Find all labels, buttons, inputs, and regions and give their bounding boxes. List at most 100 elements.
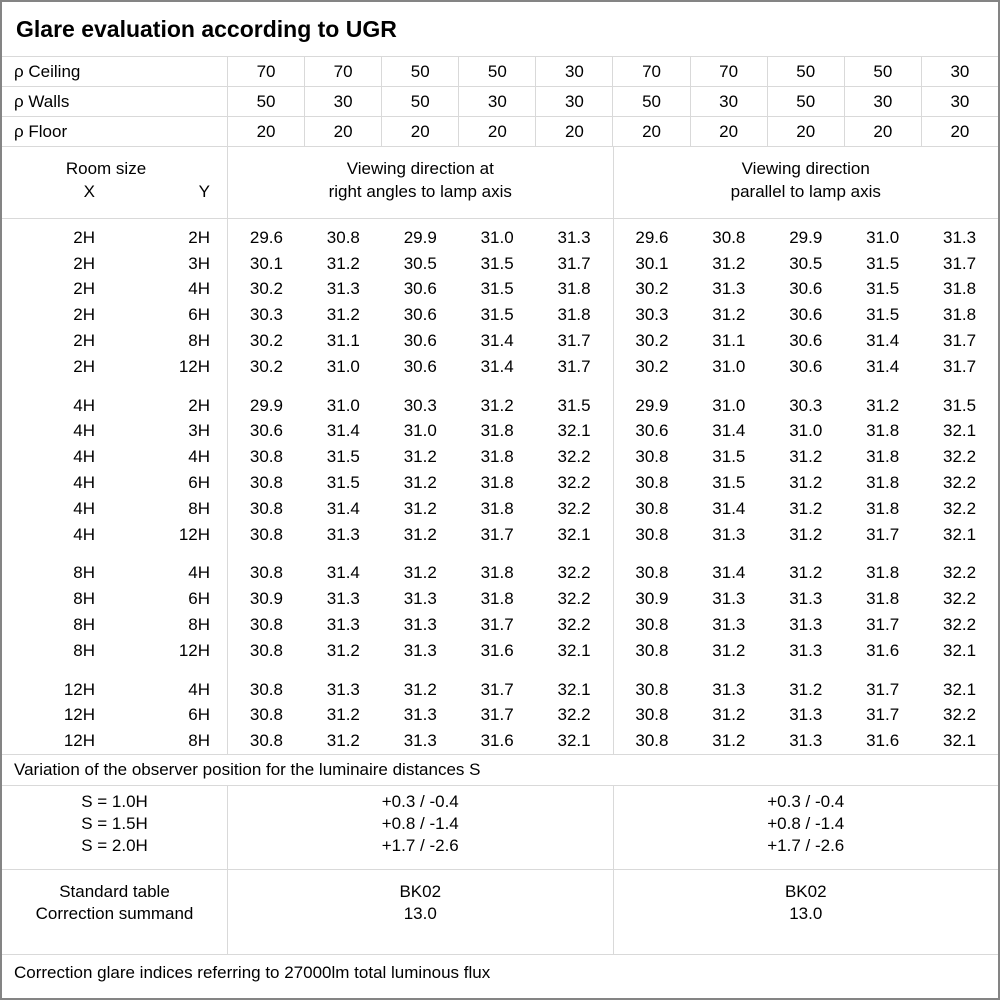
reflectance-value: 20 xyxy=(304,117,381,146)
reflectance-value: 50 xyxy=(381,57,458,86)
ugr-value: 31.5 xyxy=(557,395,591,415)
reflectance-value: 70 xyxy=(612,57,689,86)
ugr-value: 32.2 xyxy=(943,498,977,518)
ugr-value: 31.7 xyxy=(480,615,514,635)
ugr-value: 30.2 xyxy=(249,356,283,376)
column-header-row: Room size X Y Viewing direction at right… xyxy=(2,147,998,219)
room-x-value: 12H xyxy=(63,705,95,725)
reflectance-value: 30 xyxy=(689,87,767,116)
ugr-value: 31.2 xyxy=(403,498,437,518)
ugr-value: 31.6 xyxy=(866,640,900,660)
ugr-value: 32.1 xyxy=(943,640,977,660)
ugr-value: 31.2 xyxy=(712,731,746,751)
ugr-value: 31.8 xyxy=(866,473,900,493)
ugr-row-right-angles: 30.9 31.3 31.3 31.8 32.2 xyxy=(228,586,613,612)
ugr-value: 31.8 xyxy=(557,279,591,299)
ugr-value: 29.6 xyxy=(249,227,283,247)
ugr-value: 31.5 xyxy=(943,395,977,415)
room-size-row: 12H 4H xyxy=(2,677,227,703)
ugr-value: 30.5 xyxy=(403,253,437,273)
ugr-value: 31.3 xyxy=(326,589,360,609)
ugr-value: 31.7 xyxy=(943,356,977,376)
ugr-value: 31.2 xyxy=(326,253,360,273)
ugr-value: 31.2 xyxy=(712,305,746,325)
reflectance-row: ρ Floor 20 20 20 20 20 20 20 20 20 20 xyxy=(2,117,998,147)
ugr-value: 31.4 xyxy=(866,356,900,376)
summary-section: Standard table Correction summand BK02 1… xyxy=(2,870,998,955)
ugr-row-parallel: 30.8 31.5 31.2 31.8 32.2 xyxy=(614,470,999,496)
ugr-value: 31.2 xyxy=(326,731,360,751)
ugr-value: 30.8 xyxy=(249,563,283,583)
ugr-value: 30.3 xyxy=(249,305,283,325)
ugr-value: 31.8 xyxy=(866,589,900,609)
ugr-value: 30.8 xyxy=(635,524,669,544)
right-angles-header-line1: Viewing direction at xyxy=(346,158,494,178)
ugr-value: 31.1 xyxy=(712,331,746,351)
ugr-value: 29.9 xyxy=(635,395,669,415)
reflectance-value: 70 xyxy=(689,57,767,86)
ugr-value: 30.8 xyxy=(249,498,283,518)
s-value: +0.3 / -0.4 xyxy=(767,792,845,811)
ugr-value: 32.2 xyxy=(943,563,977,583)
page-title: Glare evaluation according to UGR xyxy=(2,2,998,57)
ugr-value: 30.6 xyxy=(789,356,823,376)
room-y-value: 12H xyxy=(178,356,210,376)
reflectance-value: 50 xyxy=(227,87,304,116)
room-y-value: 4H xyxy=(188,563,210,583)
room-x-value: 2H xyxy=(73,356,95,376)
ugr-row-right-angles: 30.2 31.0 30.6 31.4 31.7 xyxy=(228,354,613,380)
standard-table-value: BK02 xyxy=(784,882,827,901)
ugr-value: 31.3 xyxy=(943,227,977,247)
ugr-row-right-angles: 30.8 31.5 31.2 31.8 32.2 xyxy=(228,470,613,496)
ugr-value: 30.8 xyxy=(635,731,669,751)
reflectance-value: 70 xyxy=(304,57,381,86)
room-x-value: 4H xyxy=(73,447,95,467)
ugr-row-parallel: 29.9 31.0 30.3 31.2 31.5 xyxy=(614,393,999,419)
row-group-gap xyxy=(2,380,227,393)
ugr-row-parallel: 30.3 31.2 30.6 31.5 31.8 xyxy=(614,302,999,328)
right-angles-values-column: 29.6 30.8 29.9 31.0 31.3 30.1 31.2 30.5 31.5 31.7… xyxy=(227,219,613,755)
room-y-value: 3H xyxy=(188,421,210,441)
ugr-row-parallel: 30.8 31.2 31.3 31.7 32.2 xyxy=(614,703,999,729)
ugr-value: 32.2 xyxy=(557,447,591,467)
ugr-row-right-angles: 30.8 31.2 31.3 31.7 32.2 xyxy=(228,703,613,729)
ugr-value: 31.0 xyxy=(789,421,823,441)
parallel-header-line2: parallel to lamp axis xyxy=(730,181,881,201)
ugr-value: 31.2 xyxy=(403,563,437,583)
ugr-row-right-angles: 30.8 31.3 31.2 31.7 32.1 xyxy=(228,677,613,703)
ugr-row-right-angles: 30.8 31.3 31.3 31.7 32.2 xyxy=(228,612,613,638)
ugr-value: 31.2 xyxy=(789,563,823,583)
ugr-row-parallel: 30.8 31.2 31.3 31.6 32.1 xyxy=(614,638,999,664)
ugr-value: 31.5 xyxy=(480,253,514,273)
ugr-value: 31.8 xyxy=(943,305,977,325)
ugr-value: 32.2 xyxy=(557,563,591,583)
ugr-value: 31.3 xyxy=(403,705,437,725)
ugr-value: 31.6 xyxy=(866,731,900,751)
room-y-value: 6H xyxy=(188,705,210,725)
ugr-value: 32.1 xyxy=(557,524,591,544)
room-x-value: 12H xyxy=(63,731,95,751)
room-y-value: 8H xyxy=(188,615,210,635)
ugr-value: 31.4 xyxy=(326,498,360,518)
room-size-label: Room size xyxy=(65,158,147,178)
ugr-value: 31.2 xyxy=(789,447,823,467)
ugr-value: 32.2 xyxy=(557,473,591,493)
ugr-row-parallel: 30.2 31.3 30.6 31.5 31.8 xyxy=(614,277,999,303)
ugr-value: 31.0 xyxy=(403,421,437,441)
footnote: Correction glare indices referring to 27… xyxy=(14,962,491,982)
room-x-value: 4H xyxy=(73,473,95,493)
ugr-value: 31.5 xyxy=(480,305,514,325)
ugr-value: 31.3 xyxy=(557,227,591,247)
ugr-value: 32.2 xyxy=(943,615,977,635)
room-y-value: 2H xyxy=(188,395,210,415)
ugr-value: 31.3 xyxy=(712,524,746,544)
ugr-value: 31.7 xyxy=(943,253,977,273)
ugr-value: 30.8 xyxy=(249,705,283,725)
ugr-value: 31.2 xyxy=(789,524,823,544)
parallel-group-header: Viewing direction parallel to lamp axis xyxy=(612,147,999,218)
summary-right-angles: BK02 13.0 xyxy=(227,870,613,954)
ugr-value: 31.5 xyxy=(712,447,746,467)
ugr-value: 31.7 xyxy=(866,615,900,635)
ugr-row-right-angles: 30.8 31.3 31.2 31.7 32.1 xyxy=(228,522,613,548)
ugr-value: 30.6 xyxy=(403,356,437,376)
